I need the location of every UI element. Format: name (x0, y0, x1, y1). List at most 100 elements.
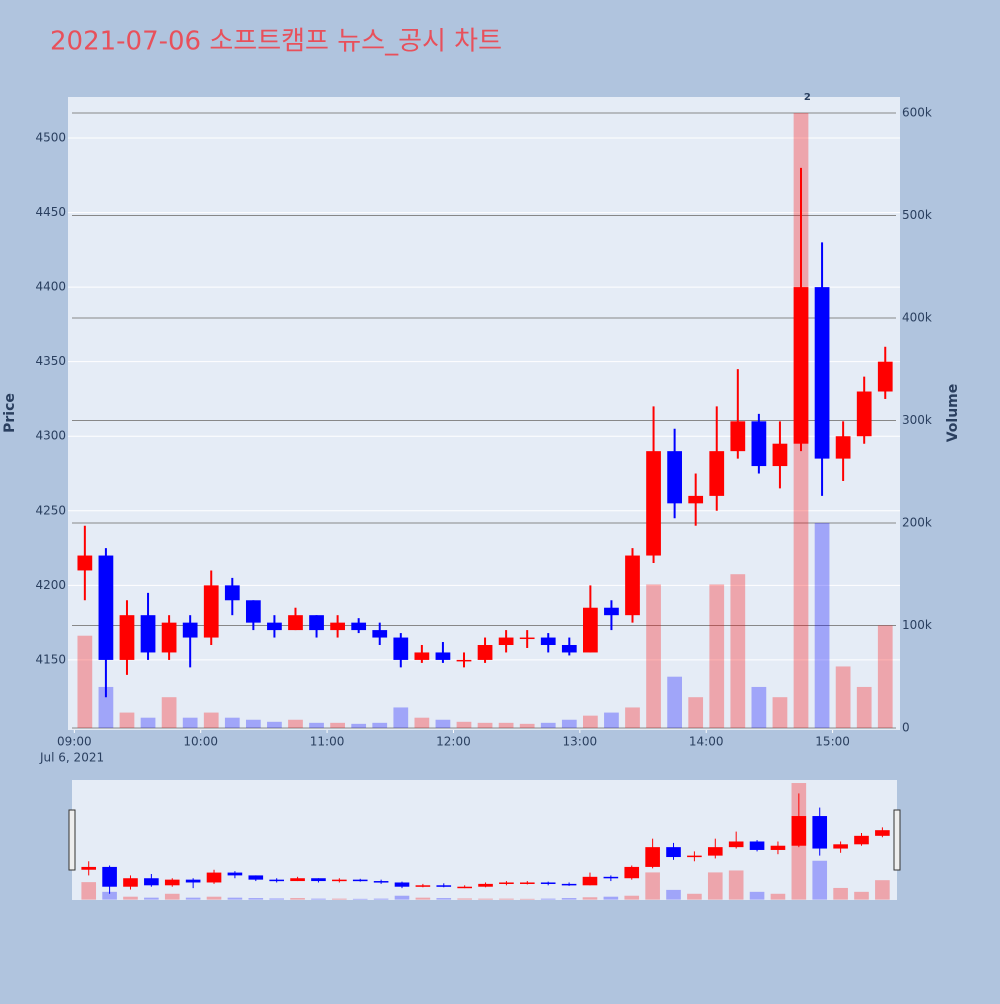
candle-body (877, 361, 893, 392)
x-tick-label: 12:00 (436, 735, 471, 749)
volume-bar (394, 895, 410, 900)
volume-bar (332, 898, 347, 900)
volume-bar (582, 897, 598, 900)
volume-bar (709, 584, 725, 728)
candle-body (414, 652, 430, 660)
candle-body (791, 816, 807, 846)
candle-body (457, 886, 472, 889)
volume-bar (520, 898, 535, 900)
candle-body (269, 879, 284, 882)
volume-bar (102, 891, 117, 900)
volume-bar (603, 896, 619, 900)
volume-bar (646, 584, 661, 728)
candle-body (667, 451, 682, 504)
volume-bar (561, 719, 577, 728)
volume-bar (352, 898, 368, 900)
volume-bar (161, 697, 177, 728)
volume-bar (373, 898, 389, 900)
candle-body (540, 882, 556, 884)
candle-body (288, 615, 303, 631)
candle-body (245, 600, 261, 623)
volume-bar (814, 522, 830, 728)
candle-body (604, 607, 619, 616)
candle-body (772, 443, 788, 467)
range-handle[interactable] (68, 809, 76, 871)
candle-body (520, 882, 535, 884)
candle-body (666, 847, 681, 858)
candle-body (730, 421, 746, 452)
volume-bar (625, 707, 640, 728)
range-handle[interactable] (893, 809, 901, 871)
volume-bar (688, 697, 704, 728)
candle-body (119, 615, 135, 660)
candle-body (856, 391, 872, 437)
volume-bar (499, 898, 514, 900)
volume-bar (582, 715, 598, 728)
candle-body (206, 872, 222, 883)
volume-bar (269, 898, 284, 900)
candle-body (267, 622, 282, 631)
volume-bar (435, 719, 451, 728)
candle-body (749, 841, 765, 850)
y-tick-label: 4450 (35, 205, 66, 219)
candle-body (625, 555, 640, 616)
volume-bar (98, 686, 114, 728)
candle-body (833, 844, 848, 849)
volume-bar (415, 897, 431, 900)
candle-body (561, 645, 577, 653)
volume-bar (330, 722, 345, 728)
volume-bar (144, 897, 159, 900)
y2-tick-label: 100k (902, 618, 932, 632)
volume-bar (707, 872, 723, 900)
candle-body (290, 878, 305, 882)
candle-body (330, 622, 345, 631)
volume-bar (311, 898, 326, 900)
y2-axis-title: Volume (945, 384, 961, 443)
volume-bar (730, 574, 746, 728)
x-tick-label: 14:00 (689, 735, 724, 749)
candle-body (435, 652, 451, 660)
volume-bar (457, 898, 472, 900)
candle-body (309, 615, 324, 631)
volume-bar (164, 893, 180, 900)
candle-body (582, 607, 598, 653)
volume-bar (772, 697, 788, 728)
candle-body (624, 866, 640, 879)
chart-title: 2021-07-06 소프트캠프 뉴스_공시 차트 (50, 27, 502, 57)
candle-body (854, 835, 869, 845)
volume-bar (123, 896, 138, 900)
volume-bar (290, 898, 305, 900)
volume-bar (540, 898, 556, 900)
candle-body (728, 841, 744, 848)
y-tick-label: 4250 (35, 503, 66, 517)
volume-bar (667, 676, 682, 728)
volume-bar (140, 717, 156, 728)
candle-body (793, 287, 809, 444)
volume-bar (248, 898, 264, 900)
volume-bar (182, 717, 198, 728)
candle-body (185, 879, 201, 883)
candle-body (311, 878, 326, 882)
candle-body (751, 421, 767, 467)
candle-body (540, 637, 556, 646)
candle-body (352, 879, 368, 882)
y-tick-label: 4200 (35, 578, 66, 592)
candle-body (415, 885, 431, 887)
candle-body (499, 882, 514, 884)
candle-body (814, 287, 830, 459)
y2-tick-label: 500k (902, 208, 932, 222)
candle-body (98, 555, 114, 660)
volume-bar (351, 723, 367, 728)
candle-body (394, 882, 410, 887)
candle-body (227, 872, 243, 876)
volume-bar (856, 686, 872, 728)
candle-body (456, 659, 472, 662)
candle-body (477, 645, 493, 660)
y-tick-label: 4150 (35, 652, 66, 666)
candle-body (182, 622, 198, 638)
candle-body (140, 615, 156, 653)
annotation: 2 (804, 92, 811, 103)
candle-body (709, 451, 725, 496)
y-tick-label: 4300 (35, 429, 66, 443)
candle-body (373, 881, 389, 883)
